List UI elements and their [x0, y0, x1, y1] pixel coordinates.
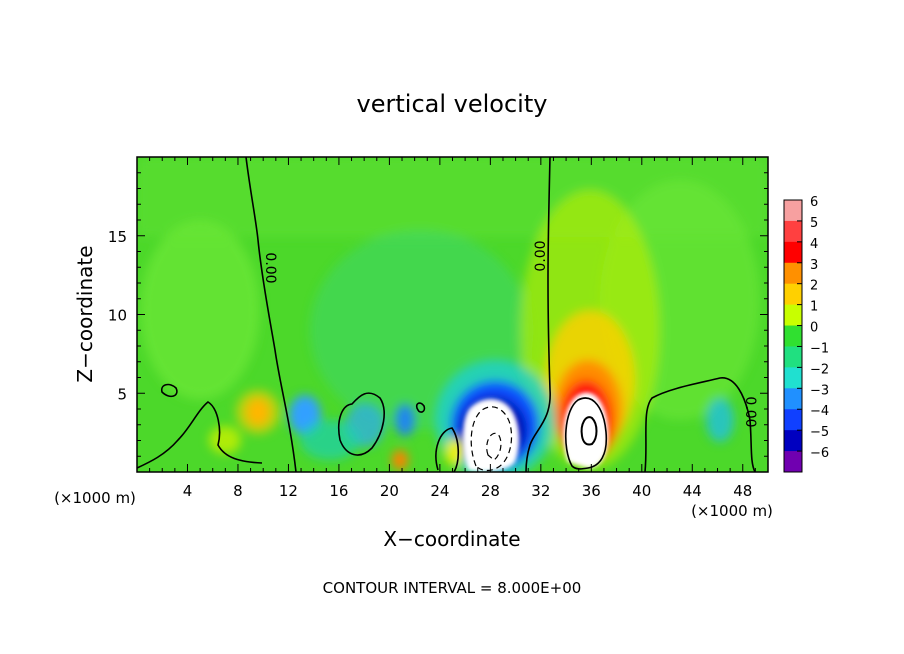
x-tick-label: 16: [329, 482, 348, 500]
colorbar-swatch: [784, 409, 802, 431]
field-yellow-blob-1: [236, 390, 280, 434]
contour-zero-blob-1: [337, 392, 385, 456]
colorbar-label: 3: [810, 258, 818, 273]
x-tick-label: 32: [531, 482, 550, 500]
heatmap-field: [137, 157, 768, 472]
colorbar-label: 1: [810, 300, 818, 315]
contour-interval: CONTOUR INTERVAL = 8.000E+00: [323, 579, 582, 597]
x-tick-label: 36: [582, 482, 601, 500]
field-left-light: [140, 220, 260, 400]
y-tick-label: 5: [117, 385, 127, 403]
colorbar-label: −5: [810, 425, 829, 440]
contour-zero-loop-1: [160, 383, 178, 398]
colorbar-label: 5: [810, 216, 818, 231]
contour-zero-mid: [525, 157, 551, 472]
contour-label-3: 0.00: [742, 396, 758, 427]
x-tick-label: 48: [733, 482, 752, 500]
contour-zero-blob-3: [435, 427, 460, 472]
contours: [137, 157, 756, 472]
field-orange-blob-2: [392, 450, 408, 470]
colorbar-swatch: [784, 388, 802, 410]
x-tick-label: 20: [380, 482, 399, 500]
colorbar-swatch: [784, 220, 802, 243]
x-tick-label: 24: [430, 482, 449, 500]
colorbar-label: −1: [810, 341, 829, 356]
field-blue-blob-3: [395, 404, 415, 436]
colorbar-label: 4: [810, 237, 818, 252]
x-unit-left: (×1000 m): [54, 489, 136, 507]
colorbar-swatch: [784, 367, 802, 389]
contour-updraft-outer: [564, 397, 608, 470]
y-axis-label: Z−coordinate: [73, 245, 97, 382]
colorbar-frame: [783, 199, 803, 473]
x-tick-label: 8: [233, 482, 243, 500]
contour-downdraft-inner: [470, 406, 513, 472]
colorbar-swatch: [784, 325, 802, 347]
colorbar: 6 5 4 3 2 1 0 −1 −2 −3 −4 −5 −6: [783, 195, 829, 473]
colorbar-label: −2: [810, 362, 829, 377]
y-ticks: 5 10 15: [108, 172, 768, 457]
colorbar-swatch: [784, 200, 802, 222]
y-tick-label: 15: [108, 228, 127, 246]
y-tick-label: 10: [108, 307, 127, 325]
x-tick-label: 40: [632, 482, 651, 500]
contour-zero-blob-2: [415, 402, 426, 413]
colorbar-swatch: [784, 430, 802, 452]
chart-title: vertical velocity: [357, 90, 548, 118]
field-cyan-blob-2: [706, 398, 734, 442]
colorbar-swatch: [784, 304, 802, 327]
contour-downdraft-core: [486, 432, 502, 461]
x-unit-right: (×1000 m): [691, 502, 773, 520]
x-tick-label: 44: [683, 482, 702, 500]
colorbar-swatch: [784, 346, 802, 368]
colorbar-label: 2: [810, 279, 818, 294]
x-tick-label: 12: [279, 482, 298, 500]
contour-zero-left: [245, 157, 297, 472]
colorbar-label: −6: [810, 446, 829, 461]
x-tick-label: 28: [481, 482, 500, 500]
field-updraft-core: [563, 392, 609, 468]
field-yellow-blob-2: [445, 438, 465, 466]
colorbar-label: 0: [810, 321, 818, 336]
colorbar-label: −4: [810, 404, 829, 419]
field-yellow-blob-3: [209, 426, 241, 454]
x-axis-label: X−coordinate: [383, 527, 520, 551]
colorbar-swatch: [784, 451, 802, 473]
contour-label-2: 0.00: [533, 240, 549, 271]
contour-label-1: 0.00: [262, 252, 278, 283]
x-ticks: 4 8 12 16 20 24 28 32 36 40 44 48: [149, 157, 756, 500]
colorbar-label: −3: [810, 383, 829, 398]
contour-zero-right: [644, 377, 756, 472]
colorbar-label: 6: [810, 195, 818, 210]
contour-zero-lowleft: [137, 401, 263, 469]
contour-updraft-inner: [580, 416, 598, 446]
x-tick-label: 4: [183, 482, 193, 500]
colorbar-swatch: [784, 283, 802, 306]
contour-labels: 0.00 0.00 0.00: [262, 240, 758, 427]
colorbar-swatch: [784, 262, 802, 285]
colorbar-swatch: [784, 241, 802, 264]
